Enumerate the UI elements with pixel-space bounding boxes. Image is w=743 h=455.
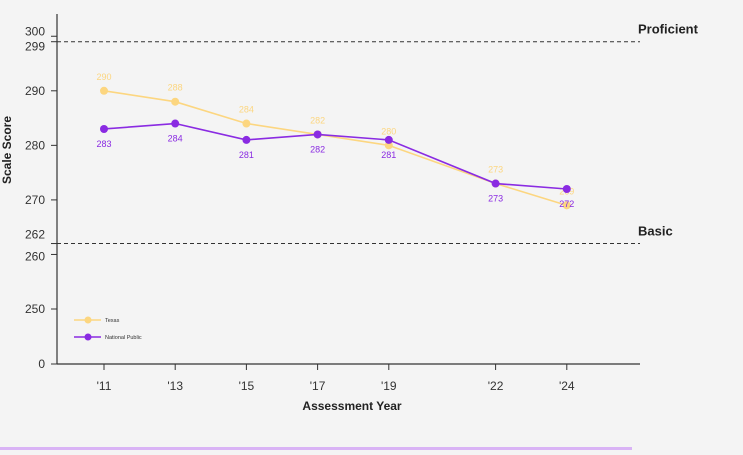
- y-tick-label: 250: [25, 302, 45, 316]
- data-label: 273: [488, 194, 503, 204]
- y-tick-label: 260: [25, 249, 45, 263]
- x-tick-label: '19: [381, 379, 397, 393]
- x-axis-title: Assessment Year: [302, 399, 402, 413]
- y-tick-label: 262: [25, 228, 45, 242]
- reference-label-basic: Basic: [638, 224, 673, 239]
- data-label: 280: [381, 126, 396, 136]
- data-label: 272: [559, 199, 574, 209]
- data-point: [242, 135, 251, 144]
- y-axis-title: Scale Score: [0, 116, 14, 184]
- data-label: 281: [239, 150, 254, 160]
- legend-swatch-marker: [84, 333, 92, 341]
- x-tick-label: '11: [97, 379, 112, 393]
- accent-bar: [0, 447, 632, 450]
- data-point: [313, 130, 322, 139]
- data-label: 284: [168, 134, 183, 144]
- x-tick-label: '15: [239, 379, 255, 393]
- y-tick-label: 299: [25, 40, 45, 54]
- legend-entry: Texas: [105, 318, 120, 324]
- y-tick-label: 300: [25, 24, 45, 38]
- y-tick-label: 280: [25, 138, 45, 152]
- data-point: [100, 124, 108, 133]
- x-tick-label: '22: [488, 379, 504, 393]
- data-label: 290: [96, 72, 111, 82]
- data-point: [562, 201, 571, 210]
- legend-swatch-marker: [84, 316, 92, 324]
- data-label: 288: [168, 83, 183, 93]
- y-tick-label: 270: [25, 193, 45, 207]
- data-label: 281: [381, 150, 396, 160]
- data-point: [171, 97, 180, 106]
- data-label: 273: [488, 165, 503, 175]
- x-tick-label: '24: [559, 379, 575, 393]
- data-label: 283: [96, 139, 111, 149]
- y-tick-label: 0: [38, 357, 45, 371]
- data-point: [562, 184, 571, 193]
- data-point: [242, 119, 251, 128]
- legend-entry: National Public: [105, 335, 142, 341]
- x-tick-label: '17: [310, 379, 326, 393]
- data-point: [384, 135, 393, 144]
- data-label: 282: [310, 115, 325, 125]
- series-line-texas: [103, 90, 568, 207]
- x-tick-label: '13: [167, 379, 183, 393]
- data-point: [491, 179, 500, 188]
- data-label: 282: [310, 144, 325, 154]
- data-point: [100, 86, 108, 95]
- data-label: 284: [239, 105, 254, 115]
- y-tick-label: 290: [25, 84, 45, 98]
- reference-label-proficient: Proficient: [638, 22, 699, 37]
- data-point: [171, 119, 180, 128]
